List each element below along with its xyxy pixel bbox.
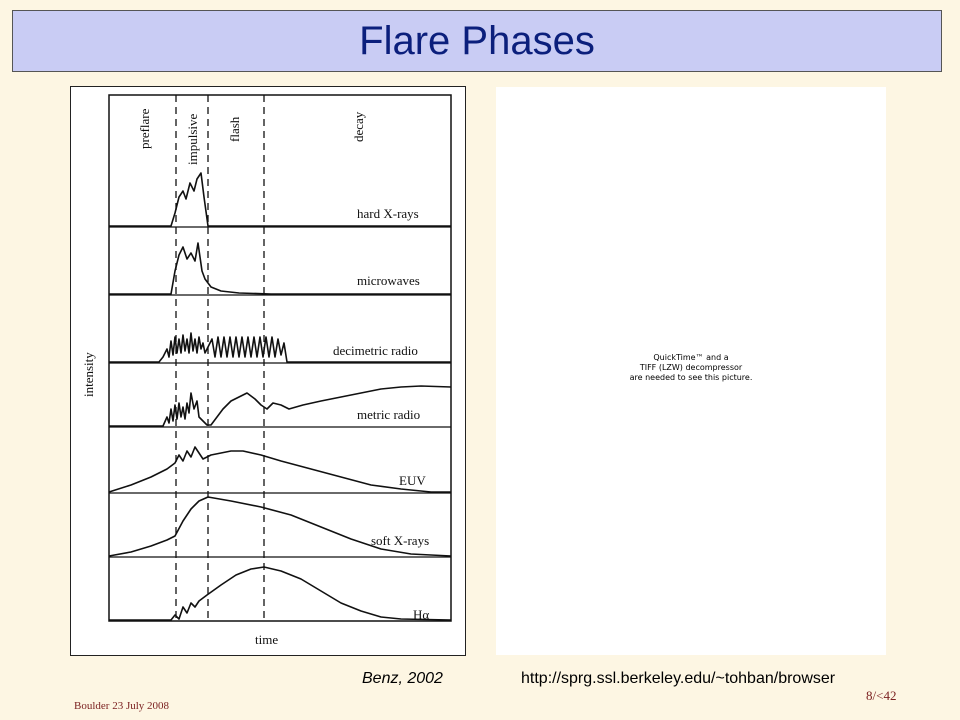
curve-soft-xrays — [108, 496, 452, 557]
y-axis-label: intensity — [81, 352, 96, 397]
channel-label-soft-xrays: soft X-rays — [371, 533, 429, 548]
figure-credit: Benz, 2002 — [362, 670, 443, 687]
phase-label-flash: flash — [227, 116, 242, 142]
phase-boundaries — [175, 95, 265, 621]
flare-phases-figure: preflare impulsive flash decay intensity… — [70, 86, 466, 656]
x-axis-label: time — [255, 632, 278, 647]
placeholder-line-1: QuickTime™ and a — [653, 353, 729, 362]
footer-date: Boulder 23 July 2008 — [74, 700, 170, 712]
channel-label-halpha: Hα — [413, 607, 429, 622]
source-url: http://sprg.ssl.berkeley.edu/~tohban/bro… — [521, 670, 836, 687]
curve-euv — [108, 446, 451, 493]
quicktime-placeholder: QuickTime™ and a TIFF (LZW) decompressor… — [496, 87, 886, 655]
title-bar: Flare Phases — [12, 10, 942, 72]
channel-label-euv: EUV — [399, 473, 426, 488]
curve-metric-radio — [109, 385, 452, 427]
phase-label-decay: decay — [351, 111, 366, 142]
placeholder-line-3: are needed to see this picture. — [629, 373, 753, 382]
curve-hard-xrays — [109, 172, 451, 227]
curve-decimetric-radio — [109, 332, 451, 363]
channel-label-metric-radio: metric radio — [357, 407, 420, 422]
channel-label-hard-xrays: hard X-rays — [357, 206, 419, 221]
curve-halpha — [109, 566, 452, 621]
phase-label-impulsive: impulsive — [185, 113, 200, 165]
phase-label-preflare: preflare — [137, 108, 152, 149]
placeholder-line-2: TIFF (LZW) decompressor — [639, 363, 743, 372]
panel-separators — [109, 226, 451, 558]
channel-label-microwaves: microwaves — [357, 273, 420, 288]
channel-label-decimetric-radio: decimetric radio — [333, 343, 418, 358]
slide-title: Flare Phases — [359, 18, 595, 63]
curve-microwaves — [109, 242, 451, 295]
plot-frame — [108, 94, 452, 622]
page-number: 8/<42 — [866, 688, 897, 703]
flare-phases-diagram: preflare impulsive flash decay intensity… — [81, 94, 452, 647]
